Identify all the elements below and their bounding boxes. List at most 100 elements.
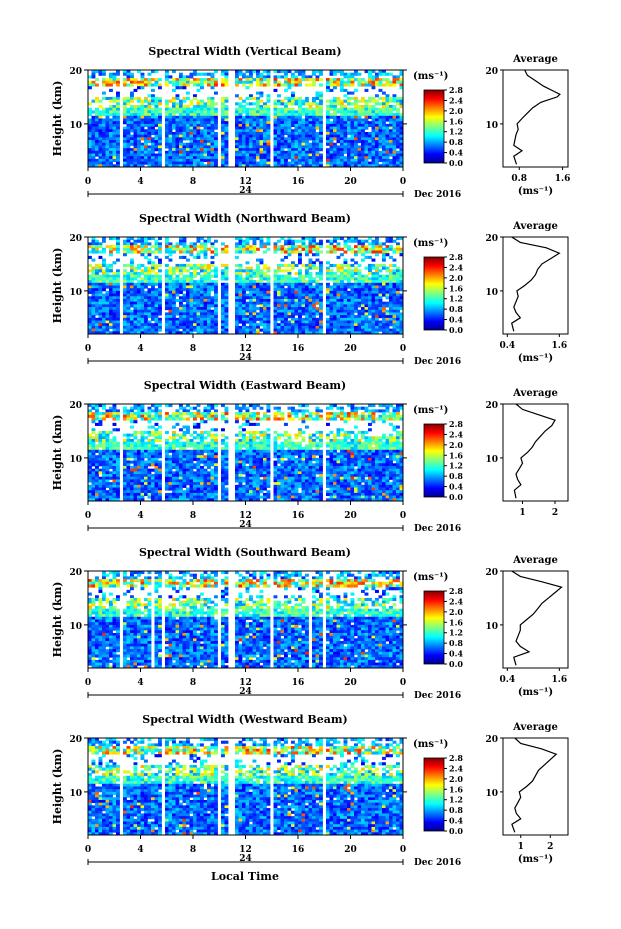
colorbar-tick: 2.4 xyxy=(449,95,463,105)
heatmap-cells xyxy=(88,571,404,669)
x-tick-label: 16 xyxy=(292,511,305,521)
average-y-tick: 10 xyxy=(485,455,498,465)
average-y-tick: 10 xyxy=(485,622,498,632)
average-profile-line xyxy=(511,570,563,666)
x-tick-label: 0 xyxy=(400,177,406,187)
y-tick-label: 20 xyxy=(69,568,82,578)
date-label: Dec 2016 xyxy=(414,691,461,701)
x-tick-label: 0 xyxy=(85,344,91,354)
average-title: Average xyxy=(512,388,558,399)
colorbar-tick: 2.8 xyxy=(449,85,463,95)
colorbar-unit: (ms⁻¹) xyxy=(413,572,448,583)
y-tick-label: 20 xyxy=(69,401,82,411)
heatmap-cells xyxy=(88,237,404,335)
x-tick-label: 12 xyxy=(239,678,252,688)
average-y-tick: 10 xyxy=(485,789,498,799)
y-tick-label: 10 xyxy=(69,622,82,632)
panel-title: Spectral Width (Vertical Beam) xyxy=(148,45,341,58)
x-tick-label: 20 xyxy=(344,845,357,855)
colorbar-unit: (ms⁻¹) xyxy=(413,739,448,750)
colorbar-tick: 0.4 xyxy=(449,315,463,325)
colorbar-tick: 2.8 xyxy=(449,419,463,429)
average-profile-line xyxy=(513,69,561,165)
colorbar-tick: 2.8 xyxy=(449,586,463,596)
colorbar-tick: 0.4 xyxy=(449,816,463,826)
average-x-tick: 0.8 xyxy=(511,174,527,184)
y-axis-label: Height (km) xyxy=(51,248,64,324)
average-profile-line xyxy=(513,403,556,499)
x-tick-label: 0 xyxy=(85,511,91,521)
average-y-tick: 20 xyxy=(485,234,498,244)
panel-1: Spectral Width (Vertical Beam) 20 10 Height… xyxy=(51,45,570,200)
colorbar-tick: 1.2 xyxy=(449,127,463,137)
colorbar-unit: (ms⁻¹) xyxy=(413,71,448,82)
y-tick-label: 10 xyxy=(69,455,82,465)
colorbar xyxy=(423,757,445,832)
average-profile-line xyxy=(511,737,558,833)
colorbar-tick: 1.6 xyxy=(449,450,463,460)
panel-3: Spectral Width (Eastward Beam)2010Height… xyxy=(51,379,569,534)
x-tick-label: 4 xyxy=(137,678,143,688)
colorbar-tick: 1.2 xyxy=(449,628,463,638)
average-x-tick: 0.4 xyxy=(499,341,515,351)
x-tick-label: 12 xyxy=(239,845,252,855)
x-tick-label: 12 xyxy=(239,344,252,354)
x-tick-label: 8 xyxy=(190,177,196,187)
x-tick-label: 8 xyxy=(190,845,196,855)
colorbar-tick: 0.8 xyxy=(449,137,463,147)
average-x-tick: 1 xyxy=(519,508,525,518)
y-tick-label: 10 xyxy=(69,789,82,799)
y-tick-label: 20 xyxy=(69,735,82,745)
day-label: 24 xyxy=(239,687,252,697)
average-x-tick: 1.6 xyxy=(551,675,567,685)
panel-title: Spectral Width (Northward Beam) xyxy=(139,212,351,225)
date-label: Dec 2016 xyxy=(414,357,461,367)
colorbar-tick: 1.6 xyxy=(449,116,463,126)
panel-title: Spectral Width (Westward Beam) xyxy=(142,713,347,726)
day-label: 24 xyxy=(239,353,252,363)
x-tick-label: 16 xyxy=(292,845,305,855)
x-tick-label: 16 xyxy=(292,678,305,688)
average-x-tick: 2 xyxy=(547,842,553,852)
panel-4: Spectral Width (Southward Beam) 20 10 Heigh… xyxy=(51,546,569,701)
y-axis-label: Height (km) xyxy=(51,415,64,491)
colorbar-tick: 2.0 xyxy=(449,607,463,617)
x-tick-label: 8 xyxy=(190,511,196,521)
colorbar-tick: 1.2 xyxy=(449,294,463,304)
y-axis-label: Height (km) xyxy=(51,749,64,825)
average-x-tick: 1.6 xyxy=(555,174,571,184)
average-y-tick: 20 xyxy=(485,568,498,578)
colorbar-tick: 2.4 xyxy=(449,596,463,606)
colorbar-tick: 2.8 xyxy=(449,753,463,763)
colorbar-tick: 1.6 xyxy=(449,617,463,627)
colorbar-tick: 2.0 xyxy=(449,106,463,116)
x-axis-label: Local Time xyxy=(211,870,279,883)
date-label: Dec 2016 xyxy=(414,524,461,534)
average-y-tick: 20 xyxy=(485,401,498,411)
average-x-tick: 0.4 xyxy=(499,675,515,685)
colorbar-tick: 0.4 xyxy=(449,482,463,492)
average-x-label: (ms⁻¹) xyxy=(518,854,553,865)
colorbar-tick: 2.8 xyxy=(449,252,463,262)
y-tick-label: 10 xyxy=(69,121,82,131)
colorbar-tick: 2.4 xyxy=(449,262,463,272)
x-tick-label: 16 xyxy=(292,177,305,187)
colorbar-tick: 2.0 xyxy=(449,774,463,784)
colorbar xyxy=(423,256,445,331)
average-frame xyxy=(502,737,569,836)
average-title: Average xyxy=(512,555,558,566)
average-x-tick: 1 xyxy=(518,842,524,852)
heatmap-cells xyxy=(88,738,404,836)
colorbar-tick: 2.0 xyxy=(449,440,463,450)
y-tick-label: 10 xyxy=(69,288,82,298)
average-title: Average xyxy=(512,54,558,65)
x-tick-label: 4 xyxy=(137,344,143,354)
x-tick-label: 20 xyxy=(344,177,357,187)
colorbar-tick: 1.6 xyxy=(449,283,463,293)
colorbar-tick: 0.8 xyxy=(449,304,463,314)
average-title: Average xyxy=(512,221,558,232)
x-tick-label: 0 xyxy=(400,344,406,354)
colorbar-unit: (ms⁻¹) xyxy=(413,238,448,249)
average-y-tick: 20 xyxy=(485,67,498,77)
x-tick-label: 0 xyxy=(400,678,406,688)
